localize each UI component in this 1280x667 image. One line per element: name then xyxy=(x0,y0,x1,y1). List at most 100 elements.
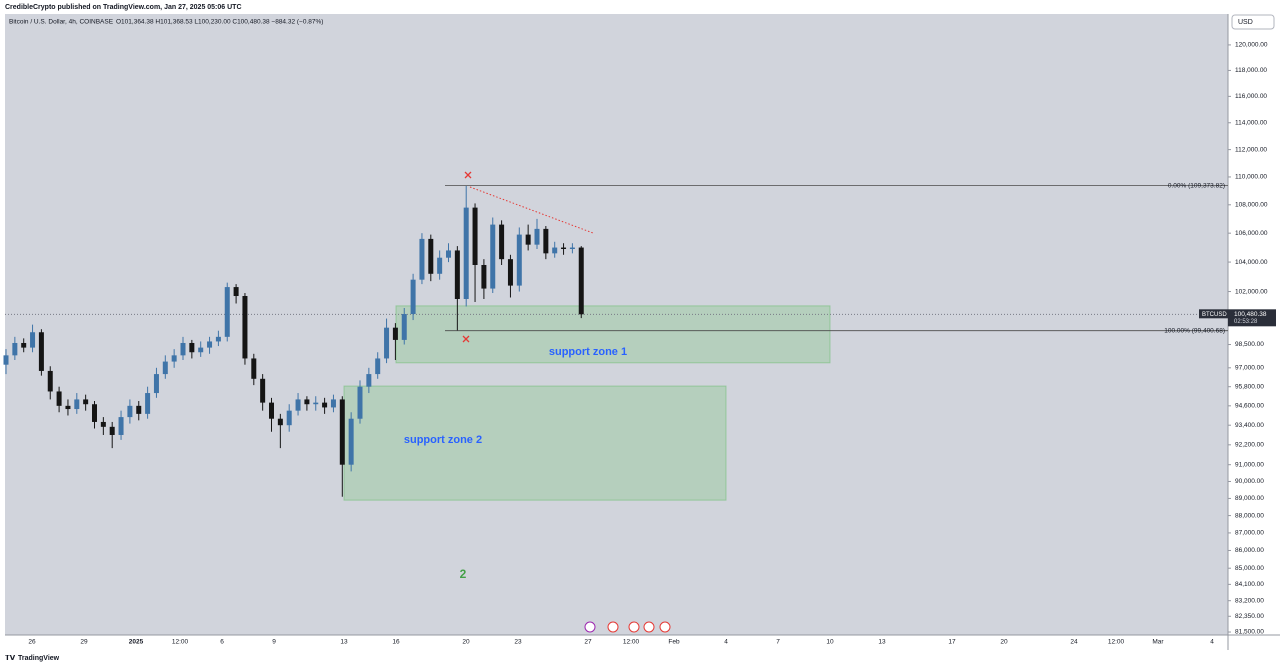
candle-body xyxy=(410,279,416,315)
candle-body xyxy=(100,421,106,427)
x-tick-label: 12:00 xyxy=(172,639,189,646)
candle-body xyxy=(384,327,390,359)
x-tick-label: 9 xyxy=(272,639,276,646)
candle-body xyxy=(339,399,345,465)
candle-body xyxy=(499,224,505,260)
x-tick-label: 12:00 xyxy=(623,639,640,646)
plot-area xyxy=(5,14,1228,635)
candle-body xyxy=(534,228,540,245)
candle-body xyxy=(277,418,283,426)
x-tick-label: 20 xyxy=(462,639,470,646)
y-tick-label: 81,500.00 xyxy=(1235,629,1264,636)
candle-body xyxy=(304,399,310,405)
y-tick-label: 112,000.00 xyxy=(1235,146,1267,153)
candle-body xyxy=(162,361,168,375)
candle-body xyxy=(446,250,451,258)
zone-label: support zone 2 xyxy=(404,434,482,446)
candle-body xyxy=(525,234,531,245)
y-tick-label: 92,200.00 xyxy=(1235,442,1264,449)
candle-body xyxy=(3,355,9,365)
layer: 120,000.00 118,000.00 116,000.00 114,000.00… xyxy=(3,42,1276,646)
candle-body xyxy=(507,259,513,286)
x-tick-label: 24 xyxy=(1070,639,1078,646)
candle-body xyxy=(472,207,478,265)
support-zone xyxy=(343,385,727,501)
x-tick-label: 12:00 xyxy=(1108,639,1125,646)
candle-body xyxy=(198,347,204,353)
candle-body xyxy=(401,314,407,340)
x-tick-label: 13 xyxy=(878,639,886,646)
candle-body xyxy=(419,238,425,280)
event-icon xyxy=(628,621,640,633)
candle-body xyxy=(56,391,62,406)
candle-body xyxy=(180,342,186,356)
candle-body xyxy=(516,234,522,286)
y-tick-label: 94,600.00 xyxy=(1235,403,1264,410)
candle-body xyxy=(561,247,567,249)
y-tick-label: 97,000.00 xyxy=(1235,365,1264,372)
candle-body xyxy=(83,399,89,405)
candle-body xyxy=(65,405,71,410)
x-tick-label: 4 xyxy=(1210,639,1214,646)
top-marker xyxy=(464,171,472,179)
candle-body xyxy=(38,332,44,371)
candle-body xyxy=(357,386,363,419)
x-tick-label: Mar xyxy=(1152,639,1164,646)
candle-body xyxy=(171,355,177,362)
candle-body xyxy=(251,358,257,379)
candle-body xyxy=(569,247,575,249)
symbol-tag xyxy=(1199,309,1228,319)
candle-body xyxy=(366,374,372,387)
candle-body xyxy=(92,404,97,422)
candle-body xyxy=(21,342,27,348)
currency-button[interactable] xyxy=(1231,14,1275,30)
event-icon xyxy=(643,621,655,633)
candle-body xyxy=(428,238,434,274)
candle-body xyxy=(260,378,266,403)
y-tick-label: 90,000.00 xyxy=(1235,478,1264,485)
candle-body xyxy=(189,342,195,353)
candle-body xyxy=(295,399,301,411)
x-tick-label: 20 xyxy=(1000,639,1008,646)
price-tag xyxy=(1228,309,1276,327)
logo-mark: 𝗧𝗩 xyxy=(5,655,16,662)
candle-body xyxy=(481,264,487,289)
y-tick-label: 104,000.00 xyxy=(1235,259,1268,266)
x-tick-label: 27 xyxy=(584,639,592,646)
currency-label: USD xyxy=(1238,19,1253,26)
y-tick-label: 116,000.00 xyxy=(1235,93,1267,100)
x-tick-label: 26 xyxy=(28,639,36,646)
y-tick-label: 118,000.00 xyxy=(1235,67,1267,74)
y-tick-label: 93,400.00 xyxy=(1235,422,1264,429)
fib-label: 0.00% (109,373.82) xyxy=(1168,182,1225,189)
y-tick-label: 85,000.00 xyxy=(1235,565,1264,572)
event-icon xyxy=(607,621,619,633)
footer-logo: TradingView xyxy=(18,655,60,662)
y-tick-label: 98,500.00 xyxy=(1235,341,1264,348)
candle-body xyxy=(322,402,328,408)
candle-body xyxy=(118,417,124,435)
zone-label: support zone 1 xyxy=(549,346,627,358)
y-tick-label: 86,000.00 xyxy=(1235,547,1264,554)
y-tick-label: 83,200.00 xyxy=(1235,597,1264,604)
x-tick-label: 7 xyxy=(776,639,780,646)
countdown-label: 02:53:28 xyxy=(1234,319,1258,325)
candle-body xyxy=(552,247,558,254)
y-tick-label: 108,000.00 xyxy=(1235,202,1268,209)
candle-body xyxy=(269,402,274,419)
x-markers xyxy=(462,171,472,343)
candle-body xyxy=(578,247,584,315)
bottom-marker xyxy=(462,335,470,343)
x-tick-label: 4 xyxy=(724,639,728,646)
y-tick-label: 114,000.00 xyxy=(1235,119,1267,126)
candle-body xyxy=(224,287,230,337)
candle-body xyxy=(233,287,239,297)
fib-label: 100.00% (99,400.68) xyxy=(1164,327,1225,334)
ohlc-info: O101,364.38 H101,368.53 L100,230.00 C100… xyxy=(116,19,323,26)
x-tick-label: Feb xyxy=(668,639,680,646)
candle-body xyxy=(215,336,221,342)
y-tick-label: 102,000.00 xyxy=(1235,288,1268,295)
candle-body xyxy=(30,332,36,348)
candle-body xyxy=(543,228,549,254)
